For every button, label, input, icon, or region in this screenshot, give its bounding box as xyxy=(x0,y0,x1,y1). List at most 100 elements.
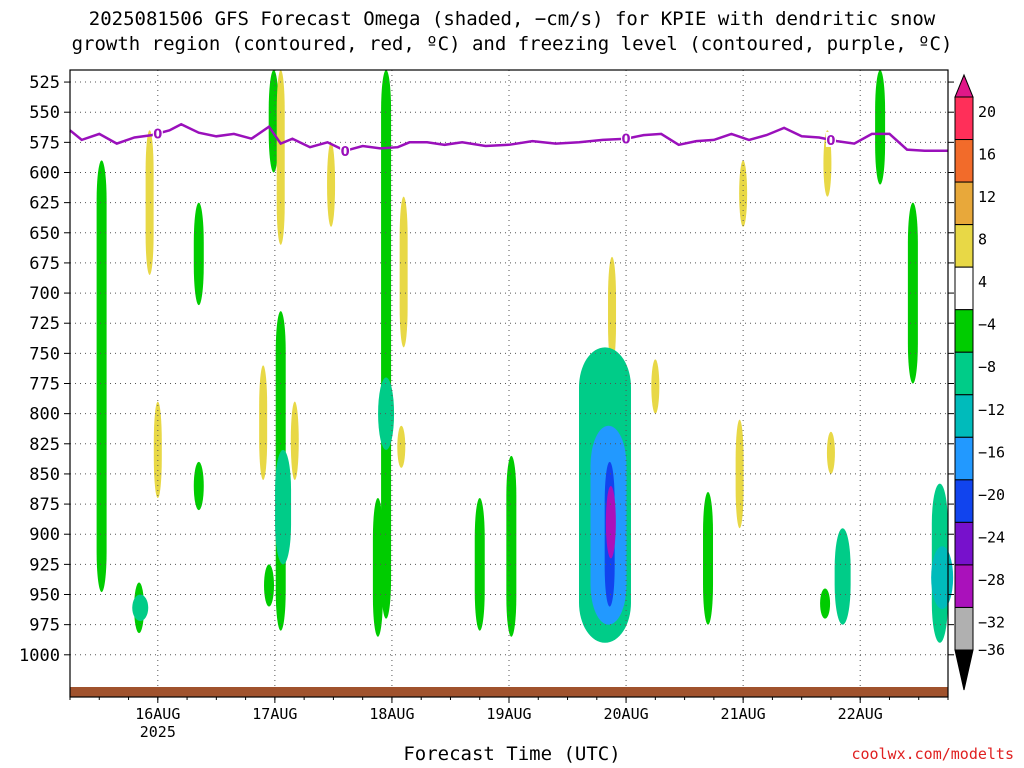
y-tick-label: 975 xyxy=(29,616,60,636)
contour-label-bg xyxy=(825,131,836,147)
omega-shade xyxy=(605,485,616,559)
terrain-strip xyxy=(70,687,948,697)
omega-shade xyxy=(145,130,154,275)
omega-shade xyxy=(907,202,918,384)
colorbar-label: 8 xyxy=(978,231,987,249)
colorbar-label: 20 xyxy=(978,103,996,121)
omega-shade xyxy=(264,564,275,607)
y-tick-label: 850 xyxy=(29,465,60,485)
omega-shade xyxy=(834,528,851,625)
colorbar-label: −16 xyxy=(978,443,1005,461)
x-tick-sublabel: 2025 xyxy=(140,723,176,741)
x-tick-label: 16AUG xyxy=(135,705,180,723)
y-tick-label: 600 xyxy=(29,163,60,183)
y-tick-label: 700 xyxy=(29,284,60,304)
colorbar-top-triangle xyxy=(954,73,974,98)
colorbar-label: −12 xyxy=(978,401,1005,419)
y-tick-label: 900 xyxy=(29,525,60,545)
omega-shade xyxy=(132,594,149,622)
chart-title-line-2: growth region (contoured, red, ºC) and f… xyxy=(71,33,953,55)
y-tick-label: 550 xyxy=(29,103,60,123)
omega-shade xyxy=(381,70,392,619)
colorbar-label: −36 xyxy=(978,641,1005,659)
omega-shade xyxy=(651,359,660,414)
freezing-level-contour-label: 0 xyxy=(622,133,631,148)
omega-shade xyxy=(259,365,268,480)
credit-link[interactable]: coolwx.com/modelts xyxy=(851,745,1014,763)
colorbar-label: −8 xyxy=(978,358,996,376)
colorbar-segment xyxy=(954,181,974,226)
colorbar-label: −28 xyxy=(978,571,1005,589)
colorbar-label: −32 xyxy=(978,613,1005,631)
omega-shade xyxy=(739,160,748,227)
y-tick-label: 1000 xyxy=(19,646,60,666)
colorbar-segment xyxy=(954,564,974,608)
omega-shade xyxy=(703,492,714,625)
omega-shade xyxy=(378,377,395,450)
contour-label-bg xyxy=(621,130,632,146)
colorbar-label: −20 xyxy=(978,486,1005,504)
x-axis-label: Forecast Time (UTC) xyxy=(403,743,621,765)
omega-shade xyxy=(931,546,954,609)
y-tick-label: 675 xyxy=(29,254,60,274)
freezing-level-contour-label: 0 xyxy=(341,145,350,160)
omega-shade xyxy=(153,401,162,499)
colorbar-segment xyxy=(954,479,974,523)
colorbar-label: −24 xyxy=(978,528,1005,546)
x-tick-label: 19AUG xyxy=(486,705,531,723)
colorbar-segment xyxy=(954,351,974,396)
contour-label-bg xyxy=(340,142,351,158)
colorbar-label: 16 xyxy=(978,146,996,164)
y-tick-label: 775 xyxy=(29,375,60,395)
colorbar-segment xyxy=(954,309,974,353)
y-tick-label: 950 xyxy=(29,586,60,606)
omega-shade xyxy=(268,70,279,173)
omega-shade xyxy=(826,431,835,474)
omega-shade xyxy=(735,419,744,529)
omega-shade xyxy=(506,455,517,637)
y-tick-label: 825 xyxy=(29,435,60,455)
x-tick-label: 18AUG xyxy=(369,705,414,723)
colorbar-segment xyxy=(954,606,974,651)
y-tick-label: 625 xyxy=(29,194,60,214)
freezing-level-contour-label: 0 xyxy=(826,134,835,149)
colorbar-segment xyxy=(954,224,974,268)
omega-shade xyxy=(193,202,204,306)
omega-shade xyxy=(96,160,107,593)
chart-title-line-1: 2025081506 GFS Forecast Omega (shaded, −… xyxy=(88,8,936,30)
omega-shade xyxy=(397,425,406,468)
omega-shade xyxy=(875,70,886,185)
y-tick-label: 800 xyxy=(29,405,60,425)
omega-shade xyxy=(276,70,285,245)
freezing-level-contour-label: 0 xyxy=(153,128,162,143)
omega-shade xyxy=(290,401,299,480)
y-tick-label: 525 xyxy=(29,73,60,93)
x-tick-label: 20AUG xyxy=(603,705,648,723)
y-tick-label: 925 xyxy=(29,555,60,575)
y-tick-label: 875 xyxy=(29,495,60,515)
colorbar-segment xyxy=(954,96,974,141)
omega-shade xyxy=(372,498,383,637)
colorbar-label: 12 xyxy=(978,188,996,206)
y-tick-label: 750 xyxy=(29,344,60,364)
x-tick-label: 17AUG xyxy=(252,705,297,723)
colorbar-bottom-triangle xyxy=(954,649,974,691)
y-tick-label: 650 xyxy=(29,224,60,244)
contour-label-bg xyxy=(152,125,163,141)
y-tick-label: 575 xyxy=(29,133,60,153)
colorbar-segment xyxy=(954,436,974,481)
colorbar-segment xyxy=(954,266,974,311)
colorbar-label: 4 xyxy=(978,273,987,291)
y-tick-label: 725 xyxy=(29,314,60,334)
colorbar-segment xyxy=(954,394,974,438)
colorbar-segment xyxy=(954,521,974,566)
omega-shade xyxy=(193,461,204,511)
omega-shade xyxy=(275,449,292,565)
omega-shade xyxy=(327,142,336,227)
x-tick-label: 21AUG xyxy=(721,705,766,723)
freezing-level-line xyxy=(69,122,948,153)
colorbar-label: −4 xyxy=(978,316,996,334)
colorbar-segment xyxy=(954,139,974,183)
omega-shade xyxy=(820,588,831,619)
